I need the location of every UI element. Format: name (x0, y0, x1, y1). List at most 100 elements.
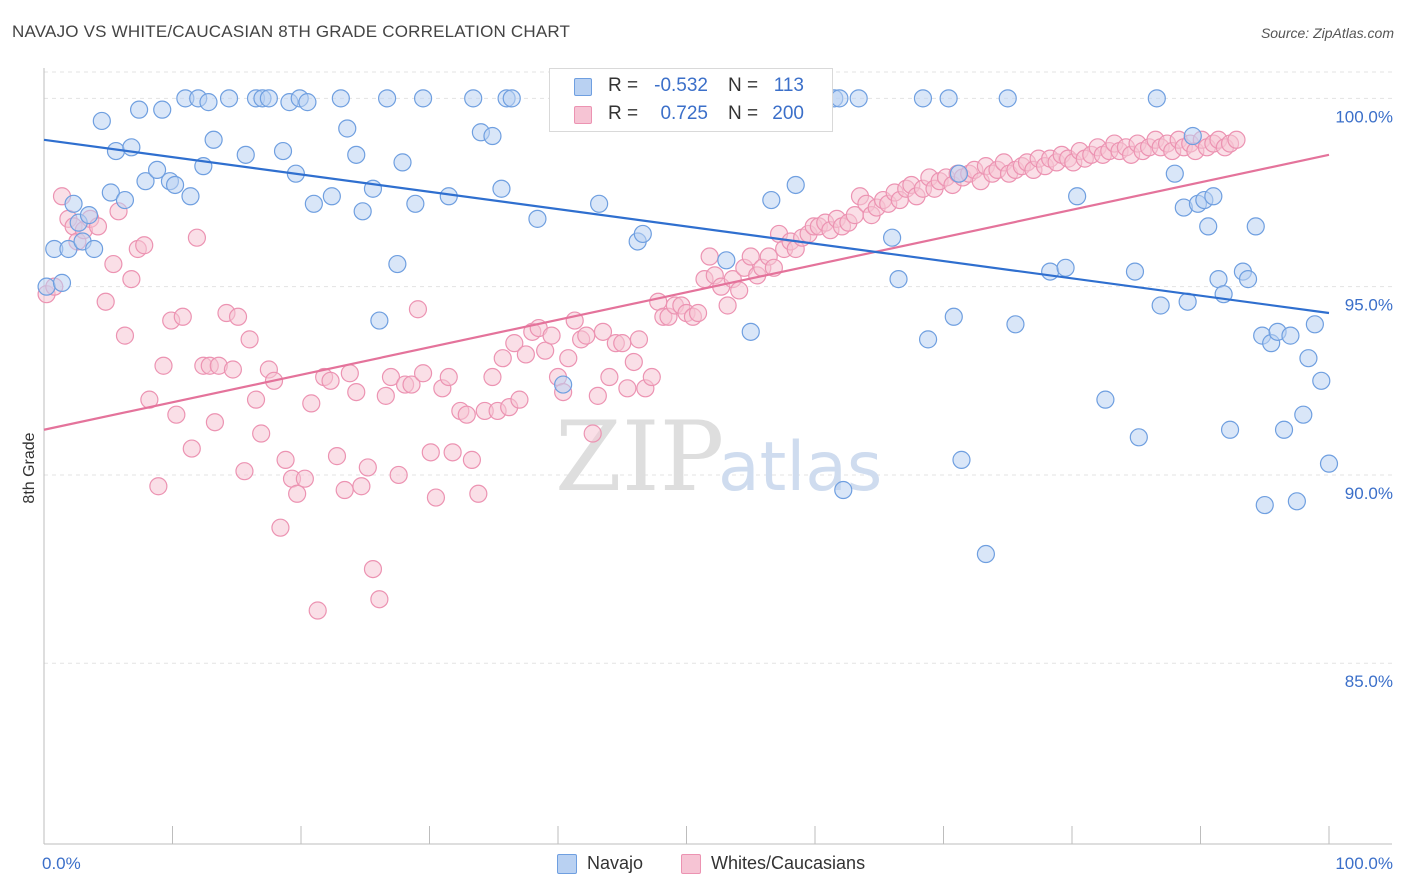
white-point (443, 443, 462, 462)
navajo-point (944, 307, 963, 326)
navajo-point (976, 544, 996, 564)
white-point (402, 375, 421, 394)
whites-trend-line (43, 153, 1330, 431)
navajo-point (259, 89, 278, 108)
trend-lines (43, 138, 1330, 431)
navajo-point (528, 209, 547, 228)
navajo-point (1068, 187, 1087, 206)
white-point (629, 330, 649, 349)
white-point (588, 386, 607, 405)
navajo-point (939, 89, 958, 108)
white-point (618, 379, 637, 398)
navajo-point (59, 239, 78, 259)
white-point (135, 236, 154, 255)
white-point (187, 228, 207, 247)
navajo-point (918, 330, 938, 349)
navajo-point (37, 277, 56, 296)
tick-labels: 85.0% 90.0% 95.0% 100.0% 0.0% 100.0% (42, 107, 1393, 873)
white-point (271, 518, 290, 537)
white-point (149, 477, 168, 496)
navajo-point (492, 179, 511, 198)
navajo-point (762, 190, 781, 210)
white-point (235, 462, 254, 481)
navajo-point (413, 89, 433, 108)
white-point (408, 300, 428, 319)
white-point (389, 465, 408, 485)
navajo-point (834, 480, 853, 500)
white-point (115, 326, 135, 345)
navajo-swatch (557, 854, 577, 874)
navajo-point (153, 100, 172, 119)
legend-row-whites: R = 0.725 N = 200 (550, 101, 832, 129)
navajo-point (370, 311, 389, 330)
y-tick-label: 95.0% (1345, 296, 1393, 315)
correlation-legend: R = -0.532 N = 113 R = 0.725 N = 200 (549, 68, 833, 132)
x-tick-label: 0.0% (42, 854, 81, 873)
white-point (335, 480, 354, 500)
navajo-point (79, 206, 99, 225)
white-point (600, 367, 619, 387)
white-point (276, 450, 295, 469)
navajo-point (1165, 164, 1184, 183)
chart-title: NAVAJO VS WHITE/CAUCASIAN 8TH GRADE CORR… (12, 22, 571, 41)
white-point (559, 349, 578, 368)
n-value: 200 (772, 103, 804, 124)
navajo-point (353, 202, 372, 221)
navajo-point (786, 175, 805, 195)
navajo-point (165, 175, 185, 195)
navajo-point (1294, 405, 1313, 424)
white-point (376, 386, 395, 405)
navajo-point (1041, 262, 1060, 281)
navajo-point (377, 89, 397, 108)
navajo-point (1006, 315, 1025, 334)
navajo-point (998, 89, 1017, 108)
navajo-point (1204, 187, 1223, 206)
watermark-zip: ZIP (555, 401, 724, 513)
navajo-point (52, 273, 72, 292)
white-point (308, 601, 327, 620)
white-point (347, 382, 366, 402)
white-point (1227, 130, 1246, 149)
navajo-point (1312, 371, 1331, 390)
series-whites-points (37, 130, 1246, 620)
navajo-point (199, 93, 218, 112)
white-point (205, 413, 225, 432)
n-label: N = (728, 103, 759, 124)
white-point (413, 364, 433, 383)
white-point (252, 424, 271, 443)
white-point (583, 424, 602, 443)
white-point (154, 356, 173, 375)
navajo-point (129, 100, 149, 119)
navajo-point (1274, 420, 1294, 439)
white-point (421, 443, 440, 462)
y-tick-label: 100.0% (1335, 107, 1393, 126)
navajo-point (502, 89, 521, 108)
white-point (223, 360, 242, 379)
white-point (462, 450, 482, 469)
navajo-point (304, 194, 323, 213)
white-point (246, 390, 266, 409)
white-point (167, 405, 186, 424)
navajo-point (115, 190, 135, 210)
navajo-point (406, 194, 425, 213)
r-value: -0.532 (654, 75, 708, 96)
navajo-point (1238, 270, 1258, 289)
navajo-label: Navajo (587, 853, 644, 873)
white-point (295, 469, 314, 488)
white-point (642, 367, 661, 387)
navajo-point (717, 251, 736, 270)
whites-swatch (574, 106, 592, 124)
white-point (358, 458, 377, 477)
white-point (688, 303, 708, 323)
navajo-point (322, 187, 341, 206)
watermark-atlas: atlas (718, 428, 882, 507)
navajo-point (1147, 89, 1166, 108)
white-point (542, 326, 561, 345)
white-point (426, 488, 446, 507)
navajo-point (64, 194, 83, 213)
white-point (363, 559, 383, 579)
white-point (288, 484, 307, 503)
white-point (370, 590, 389, 609)
white-point (469, 484, 488, 503)
